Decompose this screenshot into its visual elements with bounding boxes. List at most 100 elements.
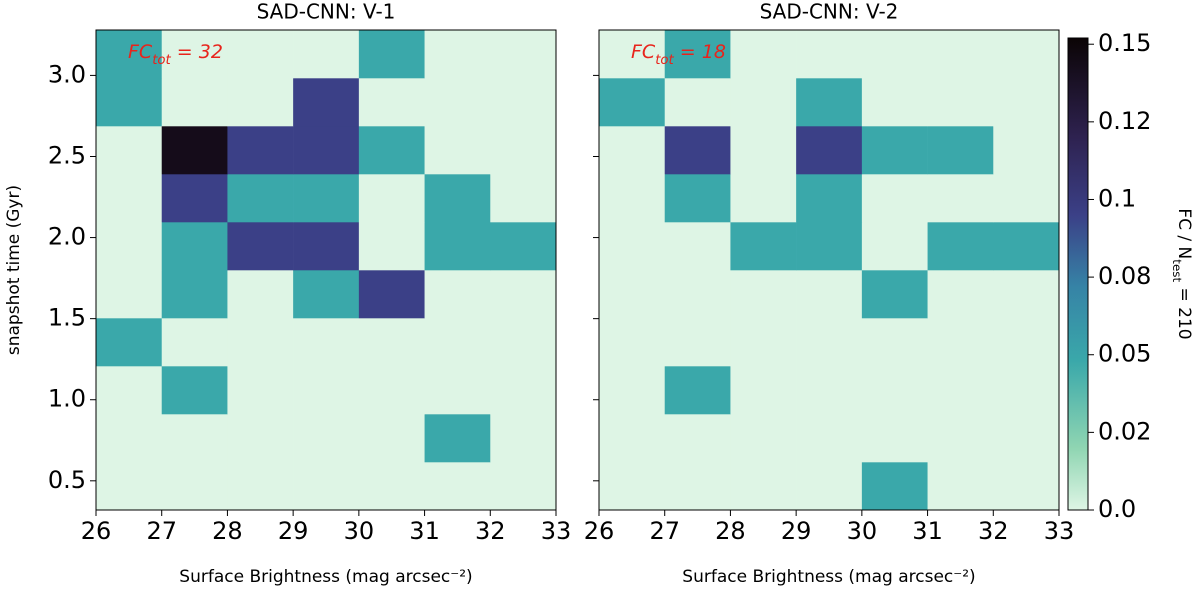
heatmap-cell: [599, 174, 666, 223]
x-tick-label: 32: [978, 517, 1009, 545]
x-tick-label: 26: [81, 517, 112, 545]
heatmap-cell: [664, 318, 731, 367]
colorbar-tick-label: 0.1: [1098, 184, 1136, 212]
x-tick-label: 33: [1044, 517, 1075, 545]
heatmap-cell: [927, 414, 994, 463]
y-tick-label: 3.0: [48, 60, 86, 88]
heatmap-cell: [796, 270, 863, 319]
heatmap-cell: [993, 462, 1060, 511]
y-axis-label: snapshot time (Gyr): [4, 185, 24, 355]
heatmap-cell: [927, 222, 994, 271]
x-tick-label: 30: [847, 517, 878, 545]
heatmap-cell: [861, 30, 928, 79]
heatmap-cell: [796, 30, 863, 79]
heatmap-cell: [730, 414, 797, 463]
heatmap-cell: [927, 270, 994, 319]
heatmap-cell: [227, 414, 294, 463]
heatmap-cell: [293, 414, 360, 463]
heatmap-cell: [227, 30, 294, 79]
y-tick-label: 2.5: [48, 141, 86, 169]
heatmap-cell: [161, 174, 228, 223]
panel-title: SAD-CNN: V-2: [760, 0, 899, 24]
panel-title: SAD-CNN: V-1: [257, 0, 396, 24]
colorbar: [1067, 37, 1089, 511]
fc-total-rest: = 32: [171, 41, 223, 63]
heatmap-cell: [599, 270, 666, 319]
heatmap-cell: [861, 270, 928, 319]
heatmap-cell: [96, 270, 163, 319]
y-tick-label: 1.5: [48, 304, 86, 332]
heatmap-cell: [993, 366, 1060, 415]
heatmap-cell: [358, 270, 425, 319]
heatmap-cell: [993, 414, 1060, 463]
heatmap-cell: [664, 462, 731, 511]
x-tick-label: 31: [409, 517, 440, 545]
heatmap-cell: [599, 462, 666, 511]
fc-total-sub: tot: [655, 53, 674, 68]
heatmap-cell: [227, 78, 294, 127]
heatmap-cell: [358, 318, 425, 367]
heatmap-cell: [927, 318, 994, 367]
heatmap-cell: [358, 222, 425, 271]
y-tick-label: 1.0: [48, 385, 86, 413]
y-tick-label: 2.0: [48, 223, 86, 251]
heatmap-cell: [599, 78, 666, 127]
heatmap-cell: [424, 126, 491, 175]
heatmap-cell: [161, 318, 228, 367]
heatmap-cell: [96, 222, 163, 271]
x-tick-label: 27: [146, 517, 177, 545]
heatmap-cell: [227, 366, 294, 415]
heatmap-cell: [161, 366, 228, 415]
heatmap-cell: [358, 174, 425, 223]
heatmap-cell: [96, 366, 163, 415]
heatmap-cell: [490, 174, 557, 223]
x-tick-label: 29: [278, 517, 309, 545]
colorbar-tick-label: 0.05: [1098, 340, 1151, 368]
x-axis-label: Surface Brightness (mag arcsec⁻²): [179, 567, 472, 587]
heatmap-cell: [293, 126, 360, 175]
heatmap-cell: [664, 30, 731, 79]
heatmap-cell: [227, 462, 294, 511]
heatmap-cell: [161, 126, 228, 175]
heatmap-cell: [599, 222, 666, 271]
heatmap-cell: [227, 174, 294, 223]
heatmap-cell: [993, 174, 1060, 223]
heatmap-cell: [599, 414, 666, 463]
x-axis-label: Surface Brightness (mag arcsec⁻²): [682, 567, 975, 587]
heatmap-cell: [664, 126, 731, 175]
heatmap-cell: [293, 78, 360, 127]
heatmap-cell: [358, 126, 425, 175]
heatmap-cell: [861, 318, 928, 367]
colorbar-label-main: FC / N: [1174, 208, 1194, 259]
heatmap-cell: [490, 78, 557, 127]
heatmap-cell: [796, 78, 863, 127]
fc-total-main: FC: [128, 41, 153, 63]
heatmap-cell: [599, 366, 666, 415]
heatmap-cell: [490, 318, 557, 367]
heatmap-cell: [293, 366, 360, 415]
x-tick-label: 26: [584, 517, 615, 545]
heatmap-cell: [927, 78, 994, 127]
heatmap-cell: [599, 30, 666, 79]
heatmap-cell: [796, 318, 863, 367]
heatmap-cell: [861, 174, 928, 223]
colorbar-tick-label: 0.12: [1098, 107, 1151, 135]
heatmap-cell: [490, 126, 557, 175]
heatmap-cell: [161, 270, 228, 319]
heatmap-cell: [96, 78, 163, 127]
heatmap-cell: [861, 78, 928, 127]
heatmap-cell: [993, 126, 1060, 175]
heatmap-cell: [161, 462, 228, 511]
heatmap-cell: [293, 318, 360, 367]
heatmap-cell: [730, 270, 797, 319]
heatmap-cell: [227, 126, 294, 175]
heatmap-cell: [664, 366, 731, 415]
y-tick-label: 0.5: [48, 466, 86, 494]
fc-total-rest: = 18: [674, 41, 726, 63]
x-tick-label: 33: [541, 517, 572, 545]
heatmap-cell: [730, 174, 797, 223]
heatmap-cell: [796, 462, 863, 511]
heatmap-cell: [161, 414, 228, 463]
heatmap-cell: [861, 414, 928, 463]
heatmap-cell: [730, 462, 797, 511]
